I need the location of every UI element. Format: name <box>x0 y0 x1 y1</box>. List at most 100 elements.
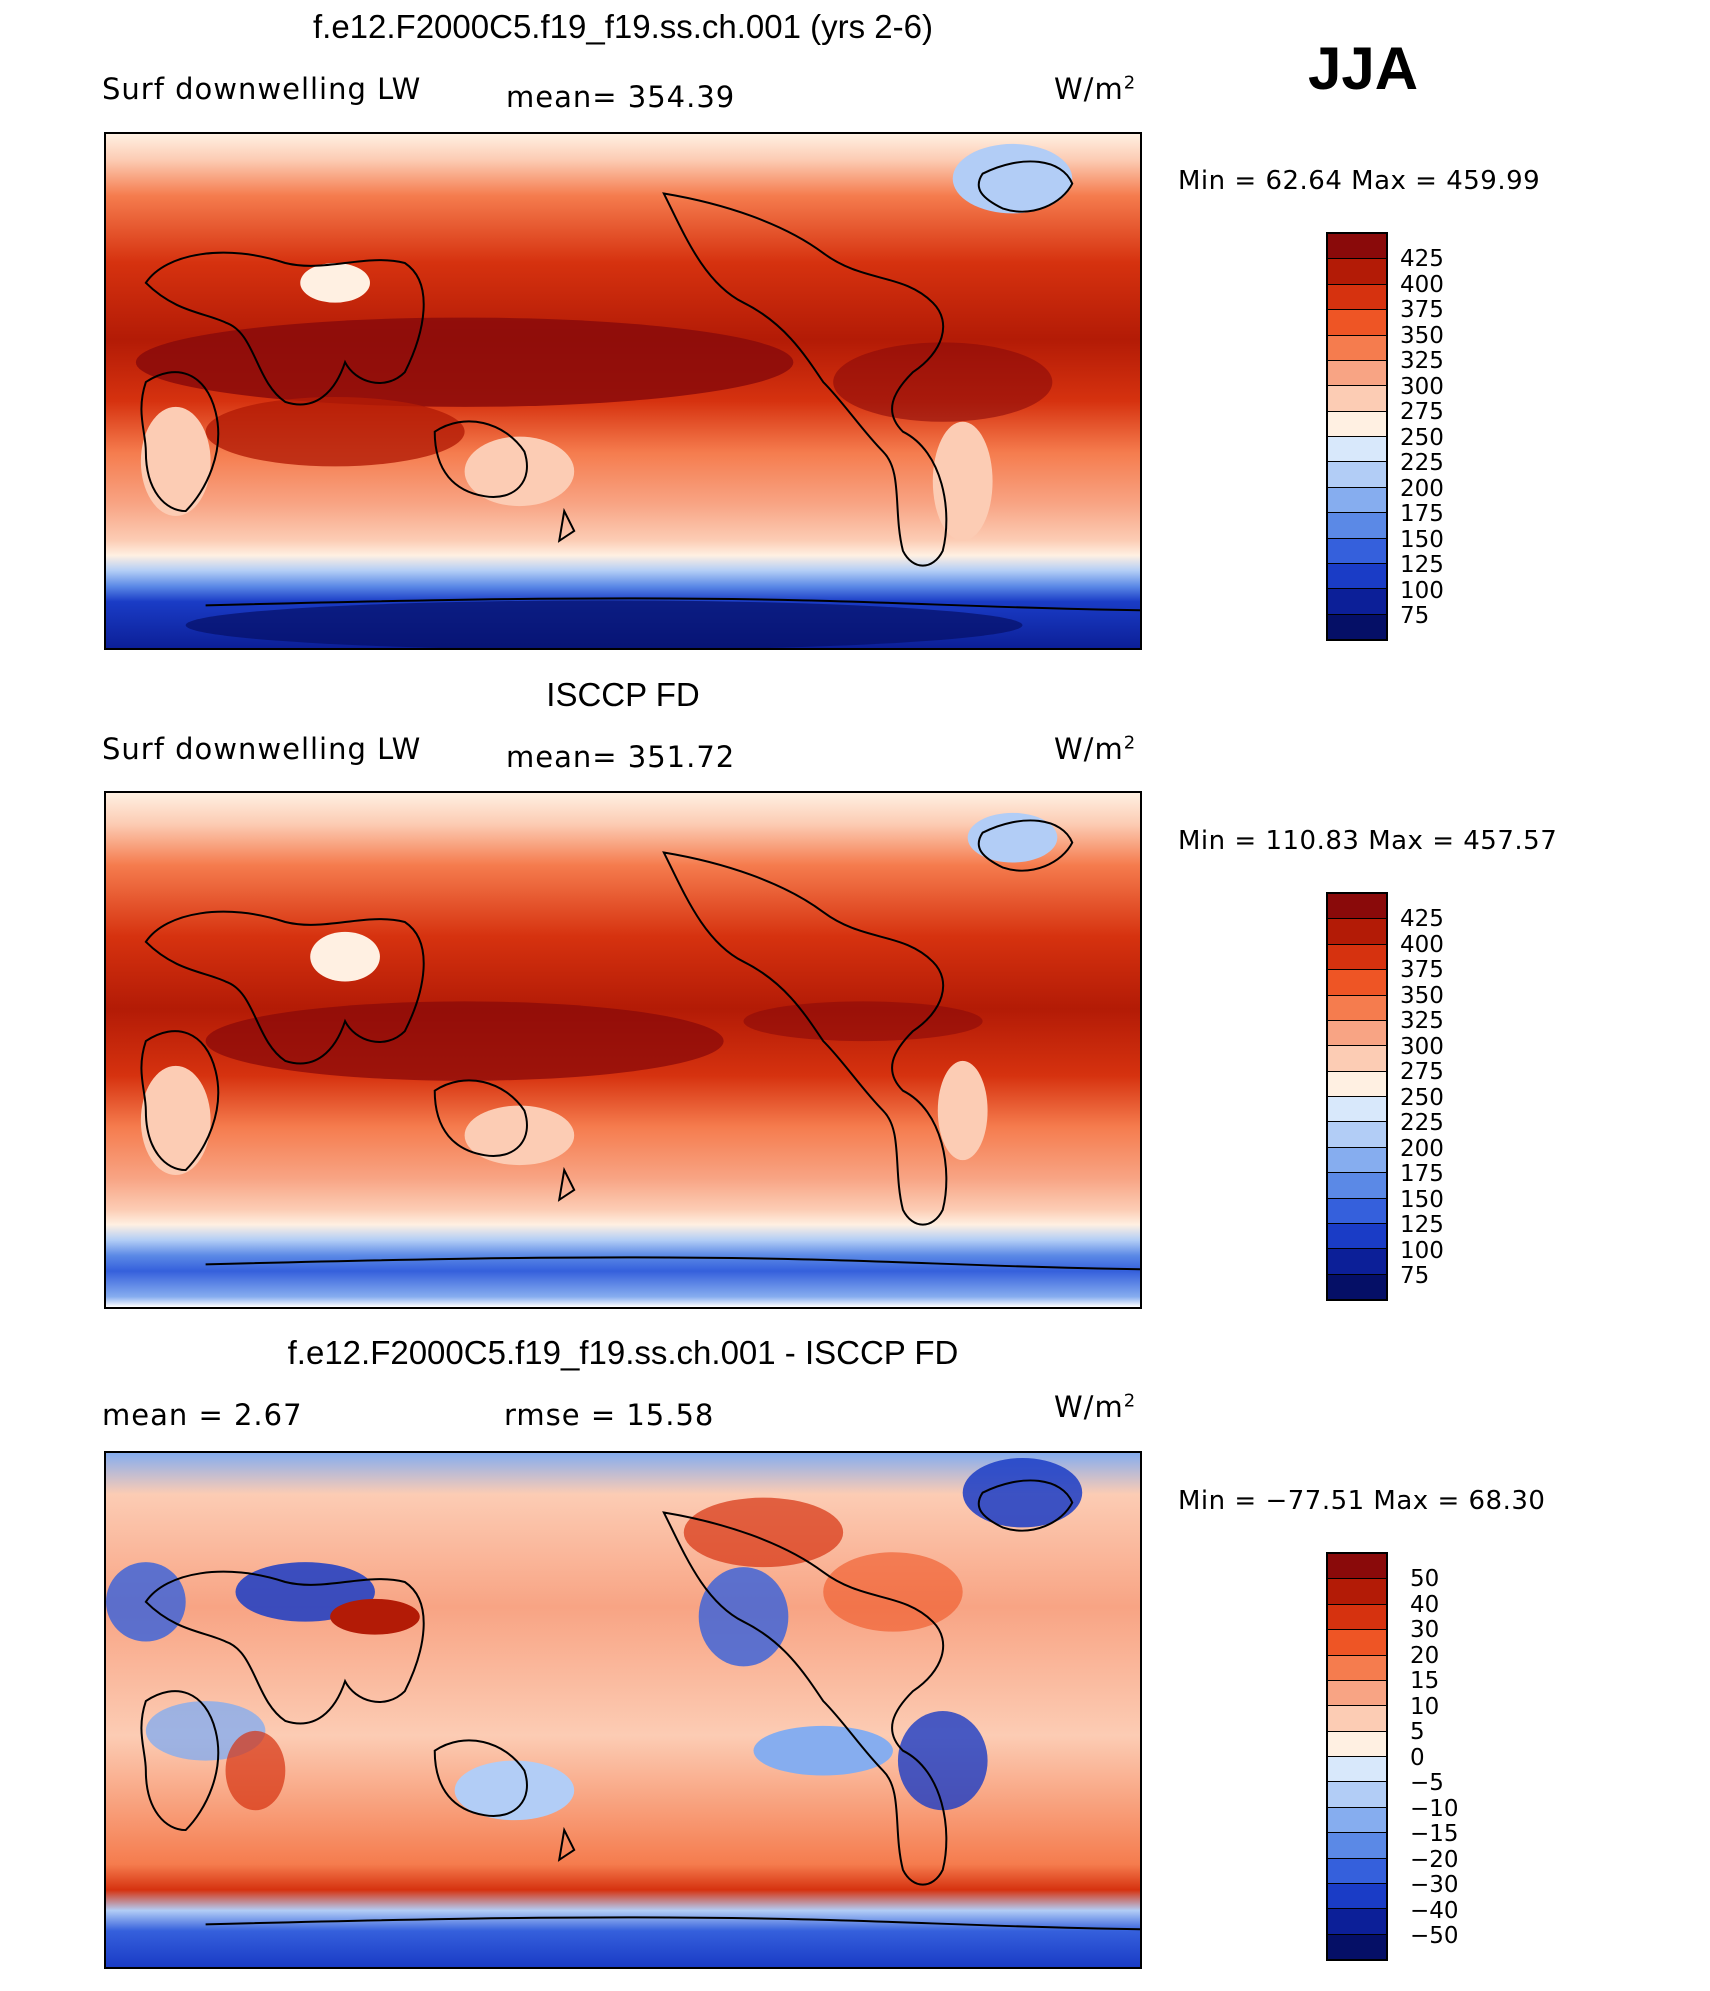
colorbar-segment <box>1328 259 1386 285</box>
colorbar-tick-label: 400 <box>1400 271 1444 298</box>
colorbar-segment <box>1328 1274 1386 1299</box>
panel3-units: W/m2 <box>1054 1390 1137 1424</box>
colorbar-tick-label: 15 <box>1410 1668 1440 1694</box>
colorbar-segment <box>1328 919 1386 945</box>
colorbar-segment <box>1328 1706 1386 1732</box>
panel2-variable: Surf downwelling LW <box>102 732 422 766</box>
colorbar-segment <box>1328 589 1386 615</box>
colorbar-segment <box>1328 1604 1386 1631</box>
colorbar-segment <box>1328 1071 1386 1097</box>
colorbar-tick-label: 250 <box>1400 1084 1444 1111</box>
panel1-colorbar <box>1326 232 1388 641</box>
colorbar-tick-label: 325 <box>1400 348 1444 374</box>
colorbar-segment <box>1328 1097 1386 1123</box>
colorbar-tick-label: 5 <box>1410 1719 1425 1745</box>
colorbar-tick-label: 400 <box>1400 931 1444 958</box>
colorbar-segment <box>1328 1757 1386 1783</box>
colorbar-tick-label: −5 <box>1410 1770 1444 1796</box>
colorbar-segment <box>1328 1731 1386 1757</box>
panel1-units: W/m2 <box>1054 72 1137 106</box>
colorbar-segment <box>1328 1198 1386 1224</box>
colorbar-tick-label: 50 <box>1410 1566 1440 1592</box>
colorbar-segment <box>1328 386 1386 412</box>
colorbar-segment <box>1328 1249 1386 1275</box>
colorbar-tick-label: 175 <box>1400 501 1444 527</box>
colorbar-tick-label: −40 <box>1410 1897 1459 1924</box>
colorbar-segment <box>1328 487 1386 514</box>
colorbar-segment <box>1328 234 1386 260</box>
colorbar-segment <box>1328 360 1386 387</box>
colorbar-segment <box>1328 437 1386 463</box>
colorbar-tick-label: 200 <box>1400 1135 1444 1162</box>
panel2-mean: mean= 351.72 <box>506 740 736 774</box>
colorbar-tick-label: 20 <box>1410 1642 1440 1669</box>
panel2-colorbar <box>1326 892 1388 1301</box>
colorbar-segment <box>1328 411 1386 437</box>
colorbar-segment <box>1328 970 1386 996</box>
colorbar-segment <box>1328 1046 1386 1072</box>
colorbar-tick-label: 125 <box>1400 552 1444 578</box>
colorbar-tick-label: 200 <box>1400 475 1444 502</box>
panel1-map <box>104 132 1142 650</box>
panel3-minmax: Min = −77.51 Max = 68.30 <box>1178 1486 1546 1516</box>
colorbar-tick-label: 425 <box>1400 906 1444 932</box>
colorbar-tick-label: −20 <box>1410 1846 1459 1873</box>
colorbar-tick-label: 350 <box>1400 322 1444 349</box>
colorbar-segment <box>1328 1934 1386 1959</box>
colorbar-tick-label: 125 <box>1400 1212 1444 1238</box>
colorbar-segment <box>1328 1782 1386 1808</box>
colorbar-tick-label: 375 <box>1400 297 1444 323</box>
colorbar-segment <box>1328 335 1386 361</box>
colorbar-segment <box>1328 462 1386 488</box>
colorbar-segment <box>1328 563 1386 590</box>
panel3-rmse: rmse = 15.58 <box>504 1398 715 1432</box>
colorbar-segment <box>1328 1630 1386 1656</box>
colorbar-segment <box>1328 1858 1386 1884</box>
colorbar-segment <box>1328 1554 1386 1580</box>
colorbar-tick-label: 150 <box>1400 526 1444 553</box>
panel1-variable: Surf downwelling LW <box>102 72 422 106</box>
colorbar-segment <box>1328 310 1386 336</box>
panel2-minmax: Min = 110.83 Max = 457.57 <box>1178 826 1558 856</box>
colorbar-segment <box>1328 995 1386 1021</box>
colorbar-segment <box>1328 1223 1386 1250</box>
colorbar-segment <box>1328 538 1386 564</box>
panel2-map <box>104 791 1142 1309</box>
colorbar-segment <box>1328 1680 1386 1707</box>
colorbar-segment <box>1328 1655 1386 1681</box>
colorbar-tick-label: 75 <box>1400 603 1430 629</box>
colorbar-tick-label: 30 <box>1410 1617 1440 1643</box>
colorbar-tick-label: 325 <box>1400 1008 1444 1034</box>
colorbar-segment <box>1328 894 1386 920</box>
colorbar-tick-label: −10 <box>1410 1795 1459 1822</box>
panel2-units: W/m2 <box>1054 732 1137 766</box>
colorbar-segment <box>1328 1020 1386 1047</box>
colorbar-segment <box>1328 1173 1386 1199</box>
colorbar-segment <box>1328 1833 1386 1859</box>
colorbar-segment <box>1328 1147 1386 1174</box>
panel1-colorbar-ticks: 425 400 375 350 325 300 275 250 225 200 175 150 125 1… <box>1400 246 1444 630</box>
panel3-mean: mean = 2.67 <box>102 1398 303 1432</box>
panel3-title: f.e12.F2000C5.f19_f19.ss.ch.001 - ISCCP … <box>287 1334 959 1371</box>
colorbar-segment <box>1328 1883 1386 1910</box>
panel3-colorbar <box>1326 1552 1388 1961</box>
colorbar-tick-label: −15 <box>1410 1821 1459 1847</box>
panel3-map <box>104 1451 1142 1969</box>
colorbar-tick-label: 10 <box>1410 1693 1440 1720</box>
panel1-mean: mean= 354.39 <box>506 80 736 114</box>
panel2-colorbar-ticks: 425 400 375 350 325 300 275 250 225 200 175 150 125 1… <box>1400 906 1444 1290</box>
colorbar-tick-label: 175 <box>1400 1161 1444 1187</box>
colorbar-tick-label: 0 <box>1410 1744 1425 1771</box>
panel2-title: ISCCP FD <box>546 676 700 713</box>
colorbar-tick-label: 425 <box>1400 246 1444 272</box>
colorbar-tick-label: 300 <box>1400 373 1444 400</box>
colorbar-segment <box>1328 1579 1386 1605</box>
season-label: JJA <box>1308 35 1419 102</box>
colorbar-tick-label: 150 <box>1400 1186 1444 1213</box>
colorbar-segment <box>1328 1122 1386 1148</box>
colorbar-tick-label: −50 <box>1410 1923 1459 1949</box>
colorbar-tick-label: 300 <box>1400 1033 1444 1060</box>
colorbar-segment <box>1328 944 1386 971</box>
panel1-title: f.e12.F2000C5.f19_f19.ss.ch.001 (yrs 2-6… <box>312 8 933 45</box>
colorbar-segment <box>1328 614 1386 639</box>
